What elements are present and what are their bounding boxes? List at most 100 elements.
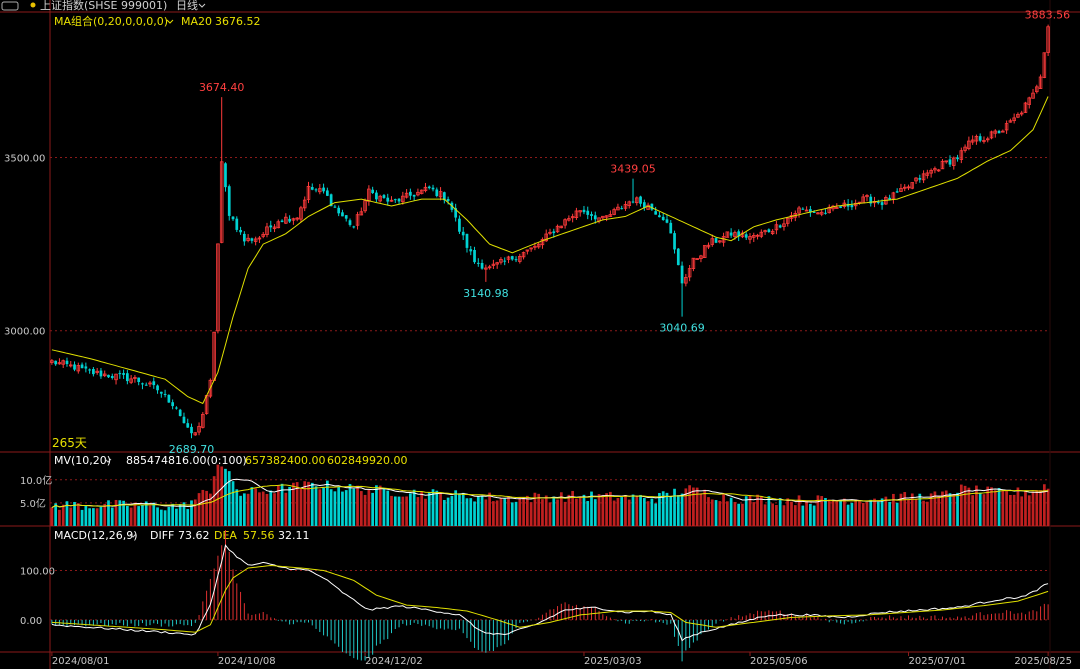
candle[interactable] bbox=[506, 255, 511, 264]
candle[interactable] bbox=[288, 215, 291, 224]
volume-bar[interactable] bbox=[865, 501, 869, 526]
candle[interactable] bbox=[680, 261, 684, 317]
candle[interactable] bbox=[770, 229, 775, 236]
candle[interactable] bbox=[906, 184, 911, 191]
candle[interactable] bbox=[235, 216, 239, 233]
candle[interactable] bbox=[99, 368, 103, 379]
candle[interactable] bbox=[514, 256, 518, 263]
volume-bar[interactable] bbox=[488, 492, 491, 526]
candle[interactable] bbox=[348, 218, 352, 227]
volume-bar[interactable] bbox=[103, 503, 107, 526]
candle[interactable] bbox=[1046, 24, 1050, 56]
candle[interactable] bbox=[110, 373, 114, 380]
candle[interactable] bbox=[1008, 118, 1013, 123]
candle[interactable] bbox=[869, 193, 873, 207]
volume-bar[interactable] bbox=[156, 507, 159, 526]
candle[interactable] bbox=[952, 156, 956, 170]
volume-bar[interactable] bbox=[50, 507, 54, 526]
candle[interactable] bbox=[102, 370, 107, 378]
candle[interactable] bbox=[393, 198, 397, 203]
volume-bar[interactable] bbox=[650, 498, 654, 526]
volume-bar[interactable] bbox=[405, 496, 408, 526]
candle[interactable] bbox=[1042, 52, 1047, 79]
volume-bar[interactable] bbox=[469, 498, 473, 526]
volume-bar[interactable] bbox=[922, 500, 925, 526]
candle[interactable] bbox=[295, 217, 299, 222]
volume-bar[interactable] bbox=[348, 484, 352, 526]
candle[interactable] bbox=[423, 182, 428, 193]
volume-bar[interactable] bbox=[397, 496, 401, 526]
volume-bar[interactable] bbox=[239, 495, 242, 526]
candle[interactable] bbox=[763, 229, 767, 235]
volume-bar[interactable] bbox=[646, 501, 650, 526]
volume-bar[interactable] bbox=[518, 497, 522, 526]
candle[interactable] bbox=[1004, 120, 1009, 134]
volume-bar[interactable] bbox=[235, 489, 239, 526]
volume-bar[interactable] bbox=[654, 503, 658, 526]
volume-bar[interactable] bbox=[69, 507, 73, 526]
candle[interactable] bbox=[831, 204, 835, 212]
volume-bar[interactable] bbox=[88, 508, 91, 526]
volume-bar[interactable] bbox=[567, 494, 571, 526]
candle[interactable] bbox=[137, 377, 141, 386]
candle[interactable] bbox=[322, 183, 325, 194]
candle[interactable] bbox=[616, 203, 620, 211]
volume-bar[interactable] bbox=[1035, 490, 1039, 526]
candle[interactable] bbox=[967, 136, 971, 151]
candle[interactable] bbox=[676, 248, 680, 266]
candle[interactable] bbox=[755, 233, 760, 240]
volume-bar[interactable] bbox=[533, 492, 537, 526]
volume-bar[interactable] bbox=[190, 500, 193, 526]
volume-bar[interactable] bbox=[163, 510, 167, 526]
candle[interactable] bbox=[687, 264, 692, 282]
volume-bar[interactable] bbox=[382, 488, 386, 526]
volume-bar[interactable] bbox=[763, 504, 767, 526]
volume-bar[interactable] bbox=[703, 489, 707, 526]
volume-bar[interactable] bbox=[322, 487, 325, 526]
volume-bar[interactable] bbox=[944, 490, 948, 526]
volume-bar[interactable] bbox=[729, 497, 733, 526]
volume-bar[interactable] bbox=[544, 495, 548, 526]
volume-bar[interactable] bbox=[227, 471, 231, 526]
candle[interactable] bbox=[227, 184, 231, 221]
candle[interactable] bbox=[126, 370, 129, 385]
candle[interactable] bbox=[914, 177, 918, 184]
volume-bar[interactable] bbox=[375, 485, 378, 526]
volume-bar[interactable] bbox=[284, 492, 288, 526]
candle[interactable] bbox=[827, 204, 832, 214]
candle[interactable] bbox=[61, 359, 65, 369]
candle[interactable] bbox=[80, 362, 84, 369]
candle[interactable] bbox=[940, 159, 945, 170]
candle[interactable] bbox=[431, 184, 435, 192]
candle[interactable] bbox=[948, 155, 952, 167]
volume-bar[interactable] bbox=[627, 499, 631, 526]
volume-bar[interactable] bbox=[631, 494, 635, 526]
volume-bar[interactable] bbox=[676, 495, 680, 526]
candle[interactable] bbox=[918, 174, 922, 183]
volume-bar[interactable] bbox=[193, 499, 197, 526]
volume-bar[interactable] bbox=[129, 507, 133, 526]
volume-bar[interactable] bbox=[310, 482, 314, 526]
candle[interactable] bbox=[623, 201, 628, 211]
candle[interactable] bbox=[341, 209, 344, 217]
volume-bar[interactable] bbox=[76, 503, 80, 526]
volume-bar[interactable] bbox=[341, 491, 344, 526]
volume-bar[interactable] bbox=[484, 499, 488, 526]
volume-bar[interactable] bbox=[95, 508, 99, 526]
candle[interactable] bbox=[484, 264, 488, 282]
candle[interactable] bbox=[404, 189, 409, 199]
candle[interactable] bbox=[631, 178, 635, 204]
candle[interactable] bbox=[691, 257, 696, 272]
volume-bar[interactable] bbox=[499, 498, 503, 526]
volume-bar[interactable] bbox=[873, 498, 876, 526]
volume-bar[interactable] bbox=[771, 503, 774, 526]
volume-bar[interactable] bbox=[152, 502, 156, 526]
volume-bar[interactable] bbox=[541, 499, 544, 526]
candle[interactable] bbox=[702, 245, 707, 259]
volume-bar[interactable] bbox=[246, 493, 250, 526]
volume-bar[interactable] bbox=[956, 492, 959, 526]
volume-bar[interactable] bbox=[695, 487, 699, 526]
candle[interactable] bbox=[261, 231, 265, 239]
volume-bar[interactable] bbox=[356, 485, 359, 526]
candle[interactable] bbox=[963, 144, 967, 153]
